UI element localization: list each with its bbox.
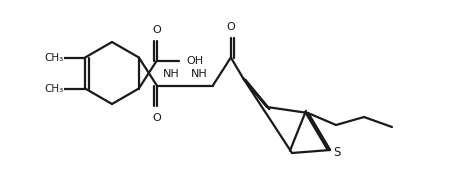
Text: OH: OH bbox=[187, 55, 204, 65]
Text: O: O bbox=[226, 22, 235, 31]
Text: O: O bbox=[152, 25, 161, 34]
Text: O: O bbox=[152, 113, 161, 123]
Text: S: S bbox=[333, 145, 341, 158]
Text: CH₃: CH₃ bbox=[44, 52, 63, 62]
Text: CH₃: CH₃ bbox=[44, 84, 63, 94]
Text: NH: NH bbox=[190, 68, 207, 78]
Text: NH: NH bbox=[162, 68, 179, 78]
